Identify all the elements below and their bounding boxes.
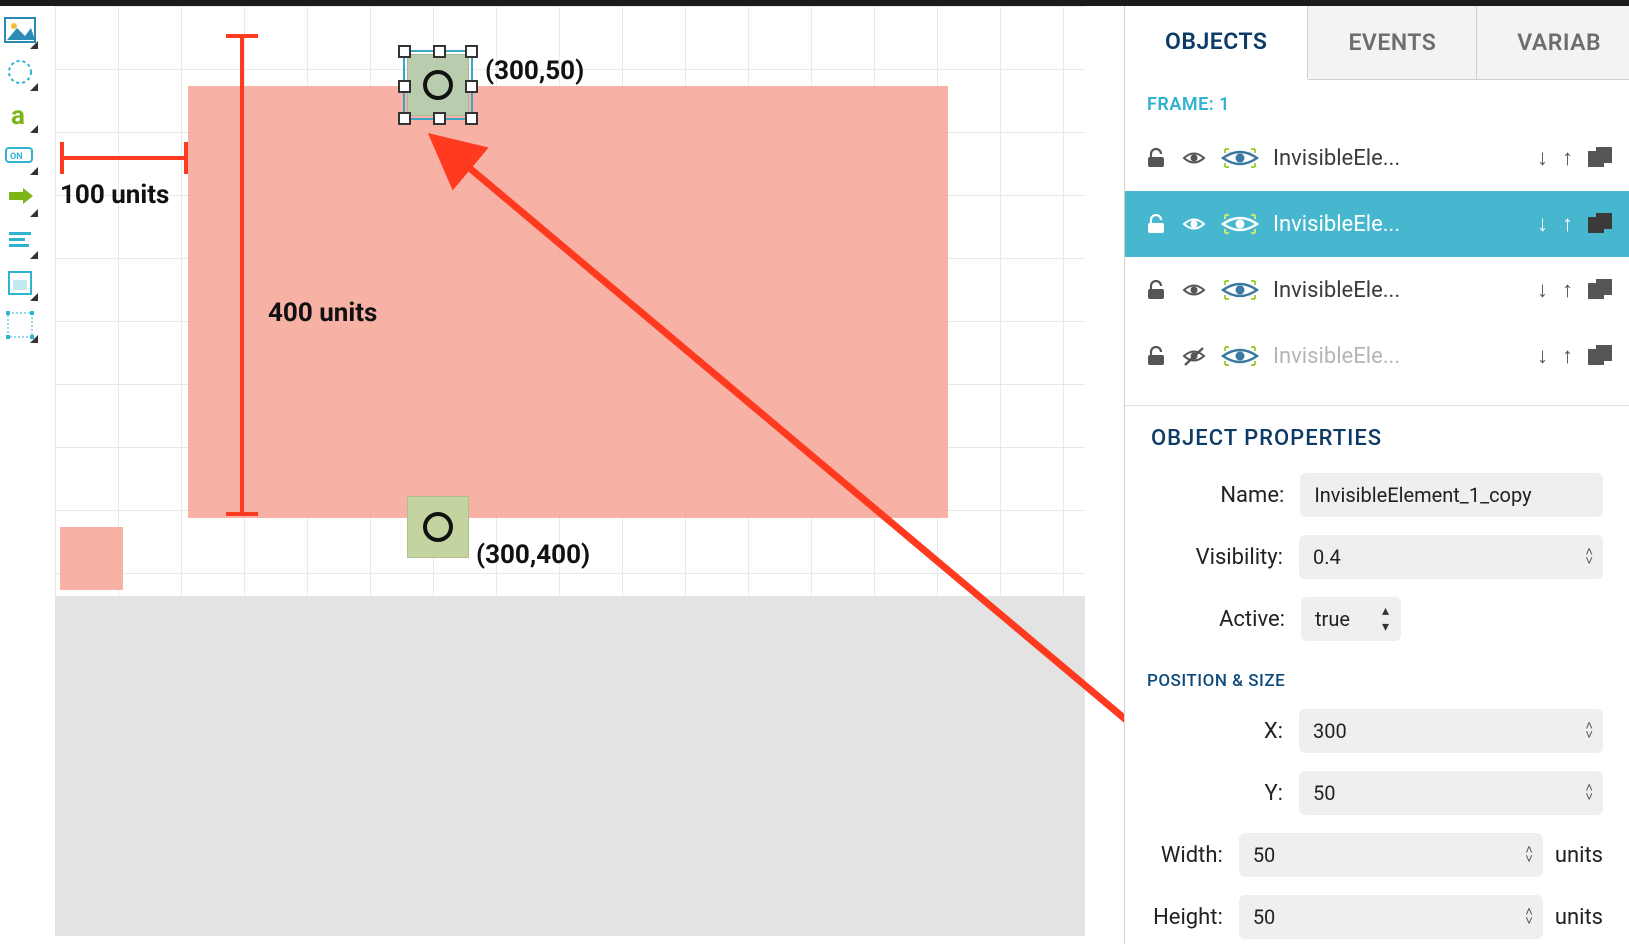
tool-text[interactable]: a (3, 98, 37, 132)
right-panel: OBJECTS EVENTS VARIAB FRAME: 1 Invisible… (1124, 6, 1629, 944)
dim-cap-left (60, 142, 64, 174)
name-input[interactable] (1300, 473, 1603, 517)
properties-panel: OBJECT PROPERTIES Name: Visibility: ˄˅ A… (1125, 406, 1629, 939)
active-select[interactable]: true (1301, 597, 1401, 641)
duplicate-icon[interactable] (1585, 277, 1615, 303)
object-circle-icon (423, 512, 453, 542)
object-name: InvisibleEle... (1273, 344, 1525, 369)
object-list: InvisibleEle... ↓↑ InvisibleEle... ↓↑ In… (1125, 125, 1629, 389)
tab-bar: OBJECTS EVENTS VARIAB (1125, 6, 1629, 80)
tab-objects[interactable]: OBJECTS (1125, 6, 1308, 80)
object-row[interactable]: InvisibleEle... ↓↑ (1125, 323, 1629, 389)
move-down-icon: ↓ (1537, 145, 1548, 171)
stage-rect-corner (60, 527, 123, 590)
canvas-object-a[interactable] (407, 54, 469, 116)
dim-label-vertical: 400 units (268, 298, 377, 328)
reorder-controls[interactable]: ↓↑ (1537, 343, 1573, 369)
visibility-target-icon[interactable] (1219, 209, 1261, 239)
eye-icon[interactable] (1181, 277, 1207, 303)
dim-line-horizontal (60, 156, 188, 160)
tool-image[interactable] (3, 14, 37, 48)
tool-action[interactable] (3, 182, 37, 216)
unlock-icon[interactable] (1143, 211, 1169, 237)
eye-icon[interactable] (1181, 145, 1207, 171)
width-label: Width: (1151, 843, 1239, 868)
visibility-target-icon[interactable] (1219, 341, 1261, 371)
x-label: X: (1151, 719, 1299, 744)
coord-label-a: (300,50) (485, 56, 584, 86)
coord-label-b: (300,400) (476, 540, 590, 570)
duplicate-icon[interactable] (1585, 343, 1615, 369)
visibility-label: Visibility: (1151, 545, 1299, 570)
dim-cap-top (226, 34, 258, 38)
move-up-icon: ↑ (1562, 211, 1573, 237)
y-input[interactable] (1299, 771, 1603, 815)
name-label: Name: (1151, 483, 1300, 508)
svg-text:ON: ON (10, 152, 23, 162)
object-row[interactable]: InvisibleEle... ↓↑ (1125, 257, 1629, 323)
visibility-input[interactable] (1299, 535, 1603, 579)
object-row[interactable]: InvisibleEle... ↓↑ (1125, 125, 1629, 191)
duplicate-icon[interactable] (1585, 145, 1615, 171)
height-label: Height: (1151, 905, 1239, 930)
position-size-title: POSITION & SIZE (1147, 671, 1603, 691)
properties-title: OBJECT PROPERTIES (1151, 426, 1603, 451)
object-name: InvisibleEle... (1273, 146, 1525, 171)
y-label: Y: (1151, 781, 1299, 806)
svg-text:a: a (11, 101, 25, 131)
tool-container[interactable] (3, 266, 37, 300)
unlock-icon[interactable] (1143, 277, 1169, 303)
height-input[interactable] (1239, 895, 1543, 939)
canvas[interactable]: 400 units 100 units (300,50) (300,400) (55, 6, 1085, 596)
move-down-icon: ↓ (1537, 211, 1548, 237)
dim-cap-right (184, 142, 188, 174)
reorder-controls[interactable]: ↓↑ (1537, 211, 1573, 237)
duplicate-icon[interactable] (1585, 211, 1615, 237)
eye-icon[interactable] (1181, 211, 1207, 237)
move-down-icon: ↓ (1537, 277, 1548, 303)
frame-label: FRAME: 1 (1125, 80, 1629, 125)
tool-shape[interactable] (3, 56, 37, 90)
move-up-icon: ↑ (1562, 145, 1573, 171)
tool-button[interactable]: ON (3, 140, 37, 174)
tool-strip: a ON (0, 6, 40, 516)
tab-events[interactable]: EVENTS (1308, 6, 1477, 79)
object-row[interactable]: InvisibleEle... ↓↑ (1125, 191, 1629, 257)
height-unit: units (1555, 905, 1603, 930)
reorder-controls[interactable]: ↓↑ (1537, 145, 1573, 171)
width-input[interactable] (1239, 833, 1543, 877)
tab-variables[interactable]: VARIAB (1477, 6, 1629, 79)
object-circle-icon (423, 70, 453, 100)
active-label: Active: (1151, 607, 1301, 632)
canvas-below (55, 596, 1085, 936)
dim-label-horizontal: 100 units (60, 180, 169, 210)
dim-cap-bottom (226, 512, 258, 516)
move-up-icon: ↑ (1562, 343, 1573, 369)
width-unit: units (1555, 843, 1603, 868)
dim-line-vertical (240, 34, 244, 516)
object-name: InvisibleEle... (1273, 212, 1525, 237)
object-name: InvisibleEle... (1273, 278, 1525, 303)
unlock-icon[interactable] (1143, 343, 1169, 369)
visibility-target-icon[interactable] (1219, 143, 1261, 173)
x-input[interactable] (1299, 709, 1603, 753)
tool-group[interactable] (3, 308, 37, 342)
eye-off-icon[interactable] (1181, 343, 1207, 369)
reorder-controls[interactable]: ↓↑ (1537, 277, 1573, 303)
move-down-icon: ↓ (1537, 343, 1548, 369)
tool-align[interactable] (3, 224, 37, 258)
unlock-icon[interactable] (1143, 145, 1169, 171)
visibility-target-icon[interactable] (1219, 275, 1261, 305)
canvas-object-b[interactable] (407, 496, 469, 558)
move-up-icon: ↑ (1562, 277, 1573, 303)
